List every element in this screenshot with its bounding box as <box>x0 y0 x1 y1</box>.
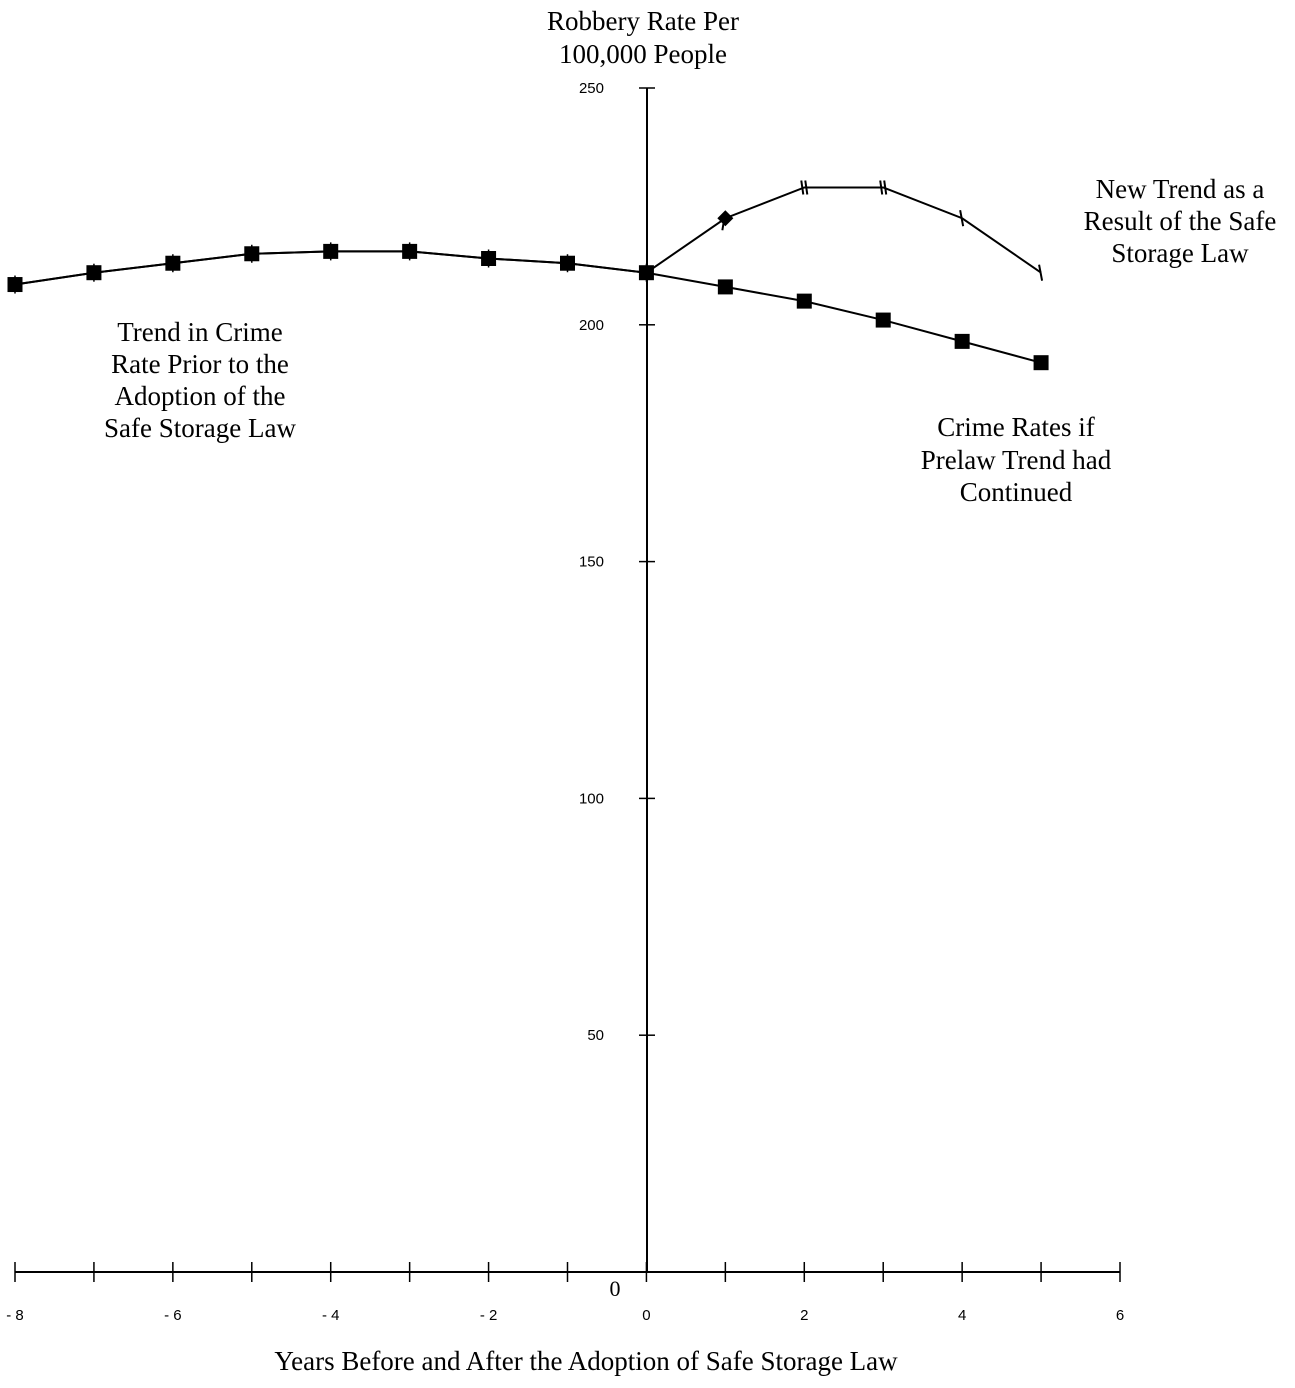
x-tick-label: - 6 <box>164 1307 182 1324</box>
tick-marker <box>804 180 809 195</box>
x-tick-label: - 8 <box>6 1307 24 1324</box>
annotation-new-line-1: New Trend as a <box>1096 174 1265 204</box>
series-lines <box>14 186 1042 364</box>
y-tick-label: 50 <box>587 1027 604 1044</box>
series-line-2 <box>14 186 1042 286</box>
x-tick-label: - 2 <box>480 1307 498 1324</box>
y-axis-title-line-2: 100,000 People <box>559 39 727 69</box>
annotation-continued-line-1: Crime Rates if <box>937 412 1094 442</box>
y-tick-label: 0 <box>610 1276 621 1301</box>
square-marker <box>717 279 733 295</box>
square-marker <box>954 333 970 349</box>
diamond-marker <box>717 210 734 227</box>
x-tick-label: - 4 <box>322 1307 340 1324</box>
y-tick-label: 250 <box>579 80 604 97</box>
tick-marker <box>721 218 726 231</box>
annotation-continued-line-2: Prelaw Trend had <box>921 445 1112 475</box>
tick-marker <box>879 180 884 195</box>
annotation-prior-trend: Trend in Crime Rate Prior to the Adoptio… <box>104 317 296 443</box>
tick-marker <box>800 180 805 195</box>
annotation-new-line-3: Storage Law <box>1111 238 1249 268</box>
y-axis-title-line-1: Robbery Rate Per <box>547 6 739 36</box>
tick-marker <box>959 210 965 227</box>
annotation-prior-line-1: Trend in Crime <box>117 317 283 347</box>
series-markers <box>7 180 1049 371</box>
y-tick-label: 100 <box>579 790 604 807</box>
x-tick-label: 2 <box>800 1307 808 1324</box>
annotation-prior-line-4: Safe Storage Law <box>104 413 296 443</box>
x-tick-label: 6 <box>1116 1307 1124 1324</box>
square-marker <box>796 293 812 309</box>
x-axis-title: Years Before and After the Adoption of S… <box>274 1346 898 1376</box>
x-tick-label: 0 <box>642 1307 650 1324</box>
square-marker <box>1033 355 1049 371</box>
y-tick-label: 200 <box>579 317 604 334</box>
annotation-prior-line-2: Rate Prior to the <box>111 349 289 379</box>
tick-marker <box>883 180 888 195</box>
annotation-new-line-2: Result of the Safe <box>1084 206 1277 236</box>
annotation-continued: Crime Rates if Prelaw Trend had Continue… <box>921 412 1112 507</box>
x-tick-label: 4 <box>958 1307 966 1324</box>
tick-marker <box>1038 264 1044 281</box>
y-tick-label: 150 <box>579 554 604 571</box>
annotation-prior-line-3: Adoption of the <box>115 381 286 411</box>
annotation-continued-line-3: Continued <box>960 477 1073 507</box>
axis-ticks <box>14 87 1121 1282</box>
annotation-new-trend: New Trend as a Result of the Safe Storag… <box>1084 174 1277 268</box>
axis-tick-labels: - 8 - 6 - 4 - 2 0 2 4 6 0 50 100 150 200 250 <box>6 80 1124 1324</box>
square-marker <box>875 312 891 328</box>
